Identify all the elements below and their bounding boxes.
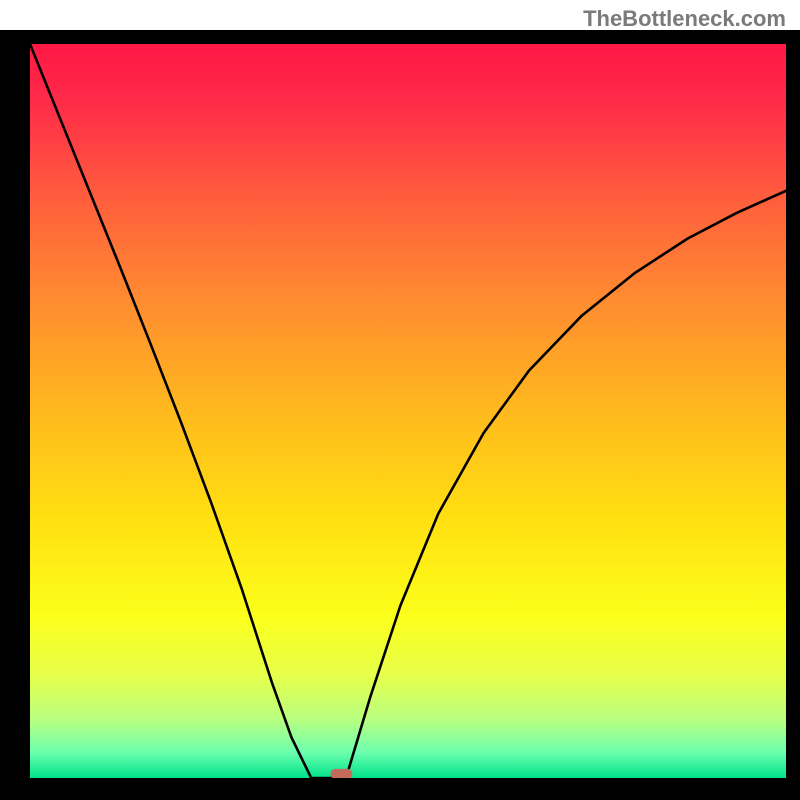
chart-root: TheBottleneck.com: [0, 0, 800, 800]
optimal-point-marker: [331, 768, 352, 778]
plot-area: [30, 44, 786, 778]
plot-frame: [0, 30, 800, 800]
bottleneck-curve: [30, 44, 786, 778]
curve-path: [30, 44, 786, 778]
watermark-text: TheBottleneck.com: [583, 6, 786, 32]
